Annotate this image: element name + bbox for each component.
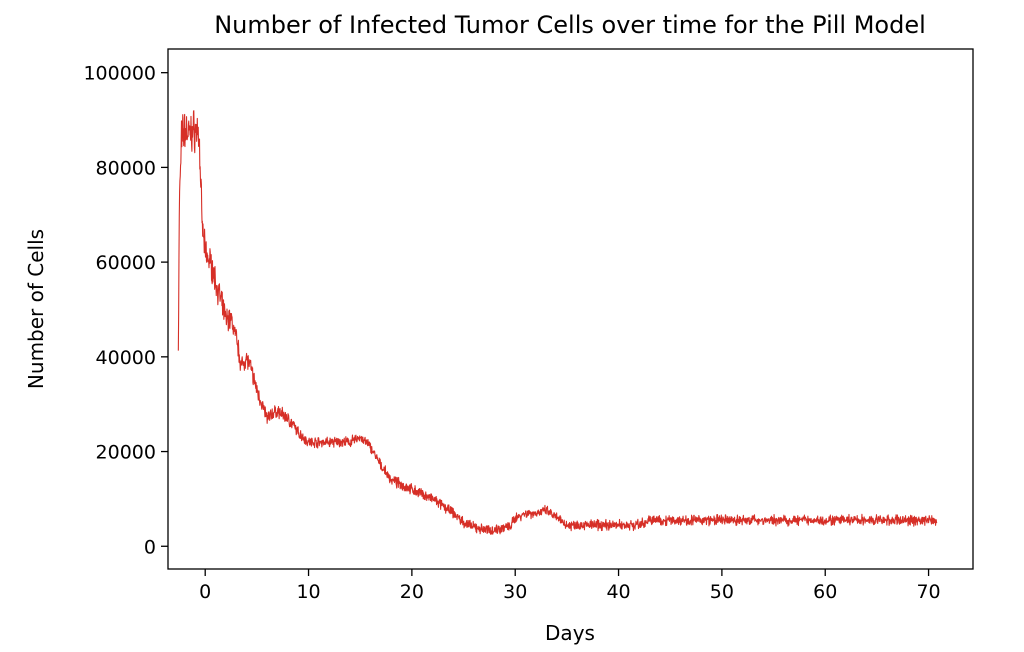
- y-tick-label: 100000: [83, 63, 156, 85]
- x-tick-label: 70: [916, 581, 940, 603]
- y-tick-label: 60000: [96, 252, 156, 274]
- y-axis-label: Number of Cells: [24, 229, 48, 389]
- y-axis: 0 20000 40000 60000 80000 100000: [83, 63, 168, 558]
- series-line: [177, 110, 938, 535]
- x-tick-label: 60: [813, 581, 837, 603]
- x-axis-label: Days: [545, 621, 595, 645]
- x-tick-label: 0: [199, 581, 211, 603]
- y-tick-label: 40000: [96, 347, 156, 369]
- series-layer: [177, 110, 938, 535]
- x-tick-label: 30: [503, 581, 527, 603]
- x-tick-label: 50: [710, 581, 734, 603]
- chart-title: Number of Infected Tumor Cells over time…: [214, 11, 926, 39]
- x-tick-label: 40: [606, 581, 630, 603]
- plot-area: [167, 48, 974, 570]
- y-tick-label: 0: [144, 536, 156, 558]
- y-tick-label: 80000: [96, 157, 156, 179]
- x-axis: 0 10 20 30 40 50 60 70: [199, 569, 941, 603]
- y-tick-label: 20000: [96, 442, 156, 464]
- x-tick-label: 20: [400, 581, 424, 603]
- x-tick-label: 10: [296, 581, 320, 603]
- plot-frame: [167, 48, 974, 570]
